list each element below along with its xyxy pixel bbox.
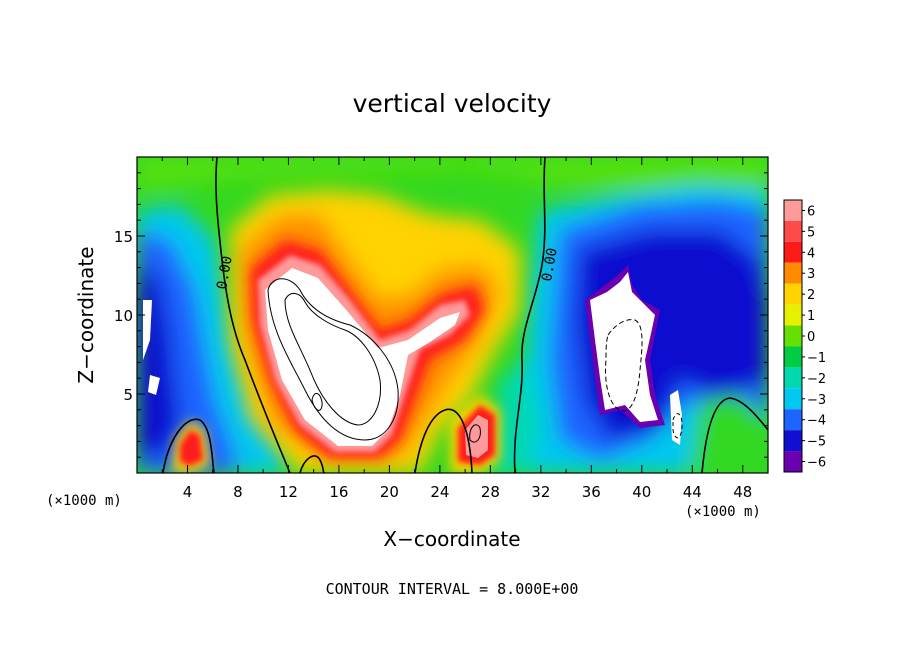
colorbar-swatch: [784, 220, 802, 242]
field-left-small-core: [143, 300, 152, 360]
x-tick-label: 20: [380, 483, 399, 501]
x-tick-label: 40: [632, 483, 651, 501]
contour-cell-28-inner: [469, 424, 481, 443]
colorbar-swatch: [784, 241, 802, 263]
zero-contour-cell-4: [162, 418, 215, 473]
field-upper-green: [137, 157, 768, 200]
colorbar-swatch: [784, 346, 802, 368]
colorbar-label: 6: [807, 204, 815, 219]
x-tick-label: 48: [733, 483, 752, 501]
colorbar: 6 5 4 3 2 1 0 −1 −2 −3 −4 −5 −6: [783, 199, 826, 473]
field-right-core: [590, 272, 658, 422]
colorbar-swatch: [784, 325, 802, 347]
y-axis-label: Z−coordinate: [74, 246, 98, 383]
zero-contour-cell-24: [414, 408, 473, 473]
colorbar-label: −3: [807, 393, 826, 408]
contour-left-small: [311, 393, 323, 411]
colorbar-label: −5: [807, 435, 826, 450]
y-tick-label: 5: [123, 386, 133, 404]
chart-title: vertical velocity: [353, 89, 552, 118]
colorbar-label: −2: [807, 372, 826, 387]
y-tick-label: 15: [114, 228, 133, 246]
x-axis-ticks: 4 8 12 16 20 24 28 32 36 40 44 48: [161, 157, 752, 501]
colorbar-label: 5: [807, 225, 815, 240]
x-tick-label: 8: [233, 483, 243, 501]
contour-right-dashed: [605, 319, 643, 412]
x-tick-label: 16: [329, 483, 348, 501]
colorbar-swatch: [784, 283, 802, 305]
colorbar-swatch: [784, 430, 802, 452]
contour-interval-note: CONTOUR INTERVAL = 8.000E+00: [326, 580, 579, 598]
zero-contour-bottom-right: [701, 397, 768, 473]
zero-contour-left: [215, 157, 291, 473]
contour-right-small-dashed: [672, 413, 683, 439]
y-unit-label: (×1000 m): [46, 493, 122, 509]
colorbar-label: 3: [807, 267, 815, 282]
colorbar-label: −4: [807, 414, 826, 429]
colorbar-swatch: [784, 388, 802, 410]
field-cell-28-pink: [465, 415, 488, 458]
colorbar-label: 0: [807, 330, 815, 345]
y-tick-label: 10: [114, 307, 133, 325]
contour-label-right: 0.00: [539, 247, 561, 283]
x-tick-label: 32: [531, 483, 550, 501]
x-tick-label: 44: [683, 483, 702, 501]
contour-core-inner: [284, 293, 381, 426]
contour-label-left: 0.00: [214, 255, 236, 291]
field-lower-middle-neg: [490, 360, 540, 473]
field-cell-4-red: [180, 430, 203, 466]
colorbar-label: −1: [807, 351, 826, 366]
colorbar-label: −6: [807, 456, 826, 471]
colorbar-swatch: [784, 451, 802, 472]
x-tick-label: 24: [430, 483, 449, 501]
y-axis-ticks: 5 10 15: [114, 172, 768, 458]
colorbar-label: 4: [807, 246, 815, 261]
contour-lines: [162, 157, 768, 473]
colorbar-swatch: [784, 304, 802, 326]
x-tick-label: 4: [183, 483, 193, 501]
colorbar-swatch: [784, 262, 802, 284]
x-tick-label: 12: [279, 483, 298, 501]
x-unit-label: (×1000 m): [685, 504, 761, 520]
x-tick-label: 36: [582, 483, 601, 501]
colorbar-swatch: [784, 367, 802, 389]
colorbar-swatch: [784, 409, 802, 431]
colorbar-swatch: [784, 200, 802, 221]
x-axis-label: X−coordinate: [383, 527, 520, 551]
field-left-small-core-2: [148, 375, 160, 395]
colorbar-label: 1: [807, 309, 815, 324]
zero-contour-right: [513, 157, 546, 473]
field-bottom-right-green: [690, 395, 768, 473]
colorbar-label: 2: [807, 288, 815, 303]
x-tick-label: 28: [481, 483, 500, 501]
contour-core-outer: [267, 278, 399, 441]
zero-contour-bottom-mid: [299, 455, 326, 473]
